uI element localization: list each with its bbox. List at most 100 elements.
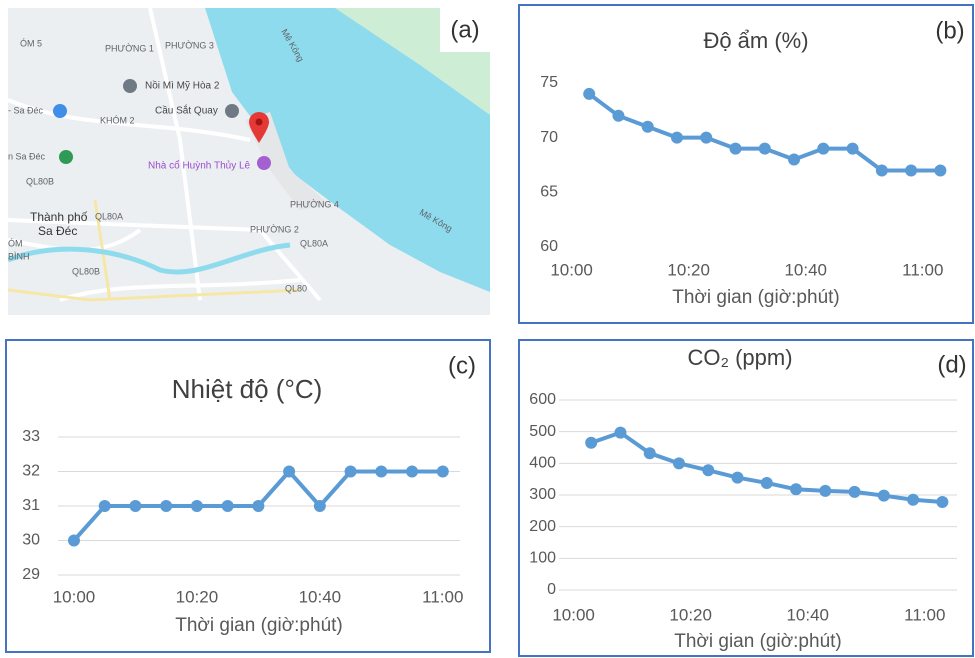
marker <box>99 500 111 512</box>
marker <box>160 500 172 512</box>
map: (a) ÓM 5PHƯỜNG 1PHƯỜNG 3Mê KôngNồi Mì Mỹ… <box>8 8 490 315</box>
y-tick-label: 30 <box>22 532 40 549</box>
marker <box>614 427 626 439</box>
figure: (a) ÓM 5PHƯỜNG 1PHƯỜNG 3Mê KôngNồi Mì Mỹ… <box>0 0 975 658</box>
map-label: n Sa Đéc <box>8 151 46 161</box>
marker <box>314 500 326 512</box>
panel-label: (c) <box>448 352 476 379</box>
panel-label: (a) <box>450 16 479 43</box>
map-label: Nồi Mì Mỹ Hòa 2 <box>145 80 220 92</box>
map-poi <box>257 156 271 170</box>
y-tick-label: 400 <box>529 455 556 472</box>
map-label: QL80B <box>26 176 54 186</box>
marker <box>673 457 685 469</box>
y-tick-label: 29 <box>22 566 40 583</box>
marker <box>876 164 888 176</box>
marker <box>222 500 234 512</box>
marker <box>583 88 595 100</box>
marker <box>283 466 295 478</box>
chart-title: CO₂ (ppm) <box>687 345 792 370</box>
x-axis-label: Thời gian (giờ:phút) <box>175 615 343 636</box>
marker <box>730 143 742 155</box>
line <box>589 94 940 171</box>
x-tick-label: 11:00 <box>902 260 943 279</box>
map-marker-dot <box>256 119 263 126</box>
y-tick-label: 60 <box>540 238 558 255</box>
chart-title: Độ ẩm (%) <box>703 28 808 53</box>
y-tick-label: 33 <box>22 428 40 445</box>
map-label: QL80 <box>285 283 307 293</box>
map-label: Nhà cổ Huỳnh Thủy Lê <box>148 160 251 172</box>
x-tick-label: 10:20 <box>667 260 710 279</box>
y-tick-label: 70 <box>540 129 558 146</box>
x-tick-label: 10:20 <box>176 587 219 606</box>
marker <box>761 477 773 489</box>
marker <box>644 447 656 459</box>
panel-label: (d) <box>937 351 966 378</box>
x-tick-label: 10:40 <box>299 587 342 606</box>
marker <box>759 143 771 155</box>
x-axis-label: Thời gian (giờ:phút) <box>672 287 840 308</box>
y-tick-label: 75 <box>540 74 558 91</box>
x-tick-label: 11:00 <box>904 605 945 624</box>
y-tick-label: 31 <box>22 497 40 514</box>
map-label: Cầu Sắt Quay <box>155 104 218 117</box>
y-tick-label: 100 <box>529 550 556 567</box>
marker <box>129 500 141 512</box>
y-tick-label: 32 <box>22 463 40 480</box>
marker <box>878 490 890 502</box>
line <box>591 433 942 502</box>
map-poi <box>53 104 67 118</box>
x-axis-label: Thời gian (giờ:phút) <box>674 631 842 652</box>
marker <box>732 472 744 484</box>
map-poi <box>225 104 239 118</box>
map-label: - Sa Đéc <box>8 105 44 115</box>
marker <box>252 500 264 512</box>
panel-label: (b) <box>935 17 964 44</box>
map-label: Sa Đéc <box>38 224 77 238</box>
marker <box>700 132 712 144</box>
marker <box>585 437 597 449</box>
x-tick-label: 10:40 <box>786 605 829 624</box>
y-tick-label: 65 <box>540 184 558 201</box>
marker <box>612 110 624 122</box>
marker <box>437 466 449 478</box>
map-label: PHƯỜNG 2 <box>250 224 299 234</box>
map-label: QL80A <box>95 211 123 221</box>
chart-title: Nhiệt độ (°C) <box>172 374 323 404</box>
map-poi <box>123 79 137 93</box>
x-tick-label: 10:00 <box>552 605 595 624</box>
x-tick-label: 10:40 <box>784 260 827 279</box>
marker <box>68 535 80 547</box>
map-label: QL80B <box>72 266 100 276</box>
map-poi <box>59 150 73 164</box>
marker <box>345 466 357 478</box>
x-tick-label: 11:00 <box>422 587 463 606</box>
map-label: PHƯỜNG 3 <box>165 40 214 50</box>
marker <box>702 464 714 476</box>
marker <box>934 164 946 176</box>
marker <box>191 500 203 512</box>
y-tick-label: 500 <box>529 423 556 440</box>
map-label: KHÓM 2 <box>100 115 135 125</box>
y-tick-label: 600 <box>529 391 556 408</box>
map-label: QL80A <box>300 238 328 248</box>
map-label: BÌNH <box>8 251 30 261</box>
marker <box>847 143 859 155</box>
marker <box>905 164 917 176</box>
marker <box>642 121 654 133</box>
y-tick-label: 300 <box>529 486 556 503</box>
x-tick-label: 10:00 <box>53 587 96 606</box>
marker <box>936 496 948 508</box>
marker <box>406 466 418 478</box>
marker <box>671 132 683 144</box>
map-label: Thành phố <box>30 210 88 224</box>
marker <box>790 483 802 495</box>
map-label: PHƯỜNG 1 <box>105 43 154 53</box>
x-tick-label: 10:00 <box>550 260 593 279</box>
marker <box>907 494 919 506</box>
map-label: PHƯỜNG 4 <box>290 199 339 209</box>
map-label: ÓM 5 <box>20 38 42 48</box>
y-tick-label: 200 <box>529 518 556 535</box>
marker <box>817 143 829 155</box>
